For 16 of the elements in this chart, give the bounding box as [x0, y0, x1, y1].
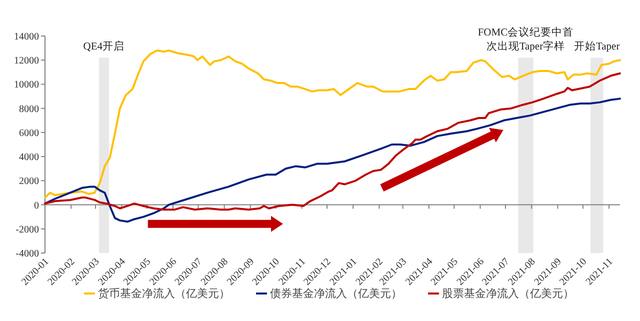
y-tick-label: -4000	[16, 248, 39, 260]
legend-label: 货币基金净流入（亿美元）	[98, 287, 230, 300]
band-label: FOMC会议纪要中首次出现Taper字样	[478, 26, 574, 53]
y-tick-label: 10000	[14, 80, 39, 91]
y-tick-label: -2000	[16, 224, 39, 236]
band-label: QE4开启	[83, 40, 125, 53]
legend-label: 债券基金净流入（亿美元）	[270, 287, 402, 300]
y-tick-label: 2000	[19, 176, 39, 188]
y-tick-label: 14000	[14, 32, 39, 42]
y-tick-label: 6000	[19, 128, 39, 139]
y-tick-label: 0	[34, 200, 39, 212]
y-tick-label: 12000	[14, 56, 39, 67]
y-tick-label: 8000	[19, 104, 39, 115]
y-tick-label: 4000	[19, 152, 39, 164]
band-label: 开始Taper	[574, 40, 620, 53]
legend-label: 股票基金净流入（亿美元）	[442, 287, 574, 300]
